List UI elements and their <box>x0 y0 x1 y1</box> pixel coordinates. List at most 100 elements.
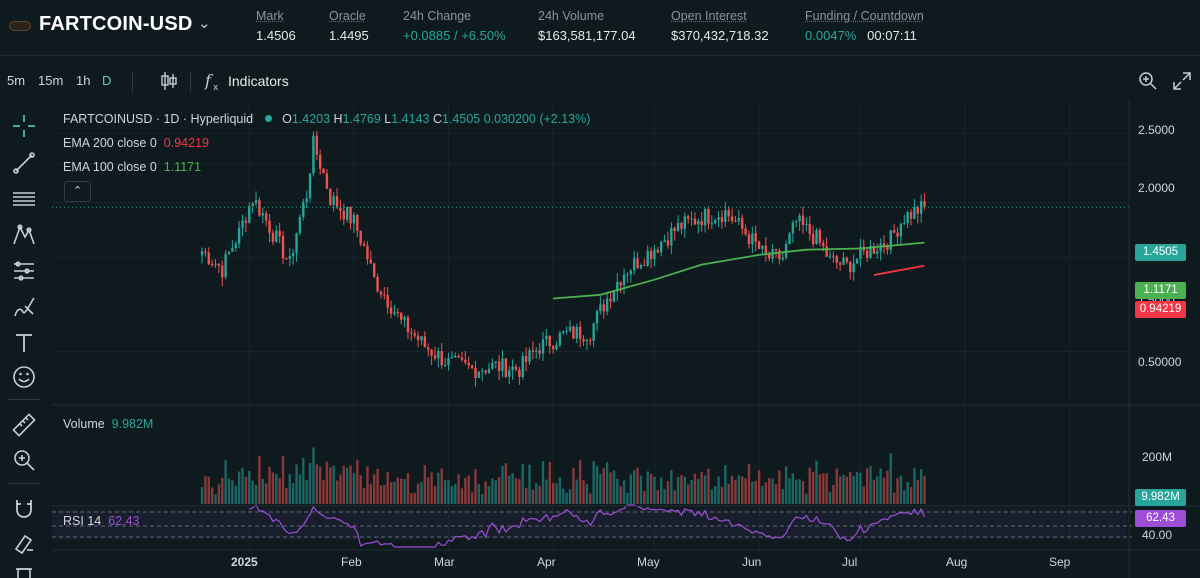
volume-bar <box>795 479 798 504</box>
chevron-down-icon[interactable]: ⌄ <box>198 15 211 32</box>
stat-label[interactable]: Mark <box>256 9 284 23</box>
timeframe-d[interactable]: D <box>102 73 112 88</box>
candle-body <box>602 304 605 312</box>
zoom-in-icon[interactable] <box>11 447 37 473</box>
volume-bar <box>430 472 433 504</box>
candle-body <box>403 317 406 320</box>
volume-bar <box>494 480 497 504</box>
candle-body <box>477 371 481 378</box>
stat-label[interactable]: Oracle <box>329 9 366 23</box>
magnet-icon[interactable] <box>11 496 37 522</box>
volume-bar <box>757 470 761 504</box>
timeframe-15m[interactable]: 15m <box>38 73 64 88</box>
volume-bar <box>541 461 545 504</box>
legend-ema100[interactable]: EMA 100 close 0 1.1171 <box>63 160 201 174</box>
crosshair-icon[interactable] <box>11 113 37 139</box>
volume-bar <box>838 476 842 504</box>
trash-icon[interactable] <box>11 562 37 578</box>
volume-bar <box>585 483 589 504</box>
text-tool-icon[interactable] <box>11 330 37 356</box>
volume-bar <box>761 485 764 504</box>
candle-body <box>410 332 413 334</box>
candle-body <box>373 263 376 277</box>
candle-body <box>575 326 578 339</box>
candle-type-icon[interactable] <box>157 69 181 93</box>
volume-bar <box>545 479 548 504</box>
legend-volume[interactable]: Volume 9.982M <box>63 417 153 431</box>
horizontal-lines-icon[interactable] <box>11 186 37 212</box>
legend-main: FARTCOINUSD · 1D · Hyperliquid O1.4203 H1… <box>63 112 591 126</box>
volume-bar <box>562 488 565 504</box>
candle-body <box>727 210 730 217</box>
volume-bar <box>751 481 754 504</box>
candle-body <box>335 196 339 208</box>
volume-bar <box>774 484 778 504</box>
chart-area[interactable]: FARTCOINUSD · 1D · Hyperliquid O1.4203 H1… <box>52 100 1200 578</box>
market-status-dot <box>265 115 273 122</box>
stat-funding: Funding / Countdown 0.0047% 00:07:11 <box>805 9 924 43</box>
volume-bar <box>714 486 717 504</box>
rsi-tag: 62.43 <box>1135 510 1186 527</box>
volume-bar <box>882 477 886 504</box>
candle-body <box>788 233 791 245</box>
candle-body <box>497 361 501 371</box>
rsi-period: 14 <box>87 514 102 528</box>
candle-body <box>501 358 504 371</box>
indicators-button[interactable]: Indicators <box>228 73 289 89</box>
stat-label[interactable]: Open Interest <box>671 9 747 23</box>
volume-bar <box>389 482 393 504</box>
pattern-icon[interactable] <box>11 222 37 248</box>
candle-body <box>703 209 707 226</box>
candle-body <box>869 245 872 258</box>
collapse-legend-button[interactable]: ⌃ <box>64 181 91 202</box>
candle-body <box>298 216 302 234</box>
candle-body <box>690 218 693 220</box>
candle-body <box>447 357 450 365</box>
brush-icon[interactable] <box>11 294 37 320</box>
volume-bar <box>845 476 849 504</box>
volume-bar <box>643 490 646 504</box>
emoji-icon[interactable] <box>11 364 37 390</box>
timeframe-1h[interactable]: 1h <box>76 73 91 88</box>
volume-bar <box>501 466 504 504</box>
trend-line-icon[interactable] <box>11 150 37 176</box>
candle-body <box>494 361 497 363</box>
toolbar-divider <box>132 72 133 92</box>
stat-label[interactable]: Funding / Countdown <box>805 9 924 23</box>
pair-selector-label[interactable]: FARTCOIN-USD <box>39 13 193 35</box>
volume-bar <box>275 473 278 504</box>
volume-bar <box>605 462 609 504</box>
candle-body <box>565 330 568 332</box>
volume-bar <box>345 467 349 504</box>
ruler-icon[interactable] <box>11 412 37 438</box>
time-axis-label: 2025 <box>231 555 258 569</box>
ema100-value: 1.1171 <box>163 160 202 174</box>
market-header: FARTCOIN-USD ⌄ Mark 1.4506 Oracle 1.4495… <box>0 0 1200 56</box>
candle-body <box>379 291 383 295</box>
fullscreen-icon[interactable] <box>1170 69 1194 93</box>
volume-bar <box>524 487 528 504</box>
candle-body <box>383 294 386 296</box>
candle-body <box>876 251 879 254</box>
candle-body <box>531 350 535 352</box>
fib-retracement-icon[interactable] <box>11 258 37 284</box>
volume-bar <box>784 466 788 504</box>
candle-body <box>582 338 585 342</box>
lock-drawings-icon[interactable] <box>11 530 37 556</box>
timeframe-5m[interactable]: 5m <box>7 73 26 88</box>
volume-bar <box>322 480 325 504</box>
volume-bar <box>487 485 491 504</box>
legend-rsi[interactable]: RSI 14 62.43 <box>63 514 139 528</box>
volume-bar <box>595 466 599 504</box>
volume-bar <box>913 468 916 504</box>
candle-body <box>389 307 393 314</box>
candle-body <box>318 154 322 169</box>
volume-bar <box>744 478 747 504</box>
price-chart-svg[interactable] <box>52 100 1200 578</box>
zoom-icon[interactable] <box>1136 69 1160 93</box>
volume-bar <box>308 462 312 504</box>
legend-ema200[interactable]: EMA 200 close 0 0.94219 <box>63 136 209 150</box>
candle-body <box>892 230 896 233</box>
candle-body <box>835 256 838 263</box>
